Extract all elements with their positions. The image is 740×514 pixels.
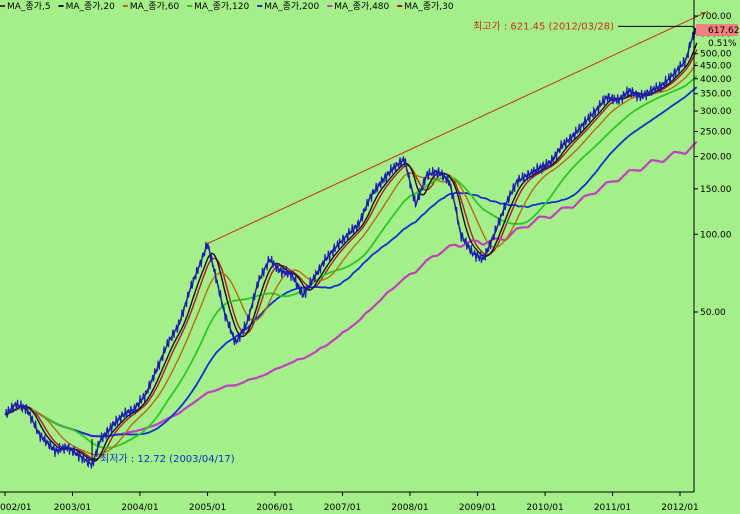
x-tick-label: 2004/01 [121, 503, 158, 513]
y-tick-label: 100.00 [700, 230, 732, 240]
current-price-change: 0.51% [708, 39, 737, 49]
y-axis: 700.00600.00500.00450.00400.00350.00300.… [693, 0, 732, 492]
y-tick-label: 250.00 [700, 127, 732, 137]
ma-line [4, 62, 698, 456]
y-tick-label: 400.00 [700, 75, 732, 85]
x-tick-label: 2003/01 [54, 503, 91, 513]
high-annotation: 최고가 : 621.45 (2012/03/28) [473, 20, 697, 32]
ma-line [4, 86, 698, 438]
legend-item: MA_종가,60 [130, 1, 180, 12]
y-tick-label: 500.00 [700, 50, 732, 60]
legend-item: MA_종가,480 [334, 1, 389, 12]
y-tick-label: 350.00 [700, 90, 732, 100]
x-tick-label: 2011/01 [594, 503, 631, 513]
legend-item: MA_종가,30 [404, 1, 454, 12]
x-tick-label: 2006/01 [256, 503, 293, 513]
current-price-tag: 617.62 0.51% [696, 24, 740, 49]
x-tick-label: 2005/01 [189, 503, 226, 513]
current-price-tag-bg [696, 24, 738, 37]
x-tick-label: 2007/01 [324, 503, 361, 513]
x-tick-label: 2009/01 [459, 503, 496, 513]
high-label: 최고가 : 621.45 (2012/03/28) [473, 20, 614, 32]
legend-item: MA_종가,120 [194, 1, 249, 12]
y-tick-label: 700.00 [700, 12, 732, 22]
y-tick-label: 150.00 [700, 185, 732, 195]
legend-item: MA_종가,5 [7, 1, 51, 12]
series-layer [4, 26, 698, 469]
x-tick-label: 2012/01 [661, 503, 698, 513]
price-line [4, 26, 698, 469]
x-tick-label: 002/01 [0, 503, 32, 513]
ma-line [4, 75, 698, 449]
legend: MA_종가,5 MA_종가,20 MA_종가,60 MA_종가,120 MA_종가,20… [0, 1, 454, 12]
ma-line [4, 49, 698, 461]
low-annotation: 최저가 : 12.72 (2003/04/17) [91, 439, 235, 465]
low-leader-line [91, 439, 99, 460]
legend-item: MA_종가,200 [264, 1, 319, 12]
y-tick-label: 450.00 [700, 62, 732, 72]
x-tick-label: 2010/01 [526, 503, 563, 513]
low-label: 최저가 : 12.72 (2003/04/17) [100, 453, 235, 465]
legend-item: MA_종가,20 [66, 1, 116, 12]
y-tick-label: 200.00 [700, 153, 732, 163]
x-tick-label: 2008/01 [391, 503, 428, 513]
y-tick-label: 50.00 [700, 308, 726, 318]
trendline [207, 10, 709, 245]
y-tick-label: 300.00 [700, 107, 732, 117]
x-axis: 002/01 2003/01 2004/01 2005/01 2006/01 2007/0… [0, 491, 699, 513]
current-price-value: 617.62 [708, 26, 740, 36]
high-leader-line [618, 25, 697, 30]
